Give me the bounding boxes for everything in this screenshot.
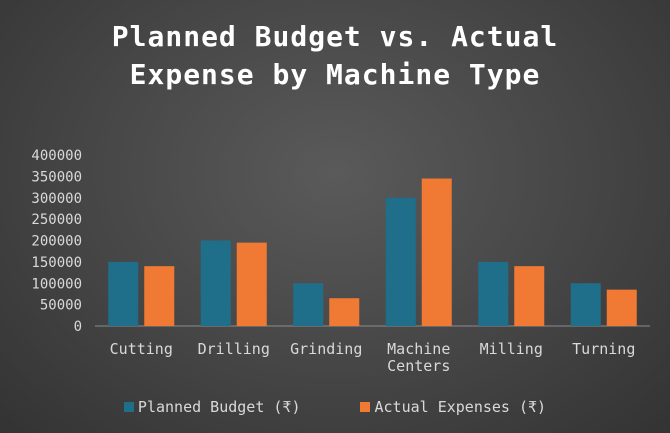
bar-actual [606, 289, 637, 326]
legend-swatch-planned [123, 402, 134, 412]
bar-planned [478, 261, 509, 326]
bar-actual [421, 178, 452, 326]
y-tick-label: 300000 [31, 191, 82, 207]
y-tick-label: 50000 [40, 298, 82, 314]
bar-planned [200, 240, 231, 326]
chart-title: Planned Budget vs. Actual Expense by Mac… [111, 20, 559, 91]
y-tick-label: 200000 [31, 234, 82, 250]
bar-actual [144, 266, 175, 326]
bar-actual [329, 298, 360, 326]
bar-planned [293, 283, 324, 326]
bar-actual [514, 266, 545, 326]
x-tick-label: Cutting [110, 340, 173, 358]
y-tick-label: 250000 [31, 212, 82, 228]
x-tick-label: Milling [480, 340, 543, 358]
x-tick-label: Machine Centers [387, 340, 450, 375]
bar-planned [108, 261, 139, 326]
y-tick-label: 150000 [31, 255, 82, 271]
bar-actual [236, 242, 267, 326]
legend-label-planned: Planned Budget (₹) [137, 398, 301, 416]
bar-planned [570, 283, 601, 326]
legend-item-planned: Planned Budget (₹) [123, 398, 301, 416]
x-tick-label: Grinding [290, 340, 362, 358]
y-tick-label: 0 [74, 319, 82, 335]
legend-label-actual: Actual Expenses (₹) [374, 398, 547, 416]
x-tick-label: Drilling [198, 340, 270, 358]
y-tick-label: 350000 [31, 169, 82, 185]
legend-item-actual: Actual Expenses (₹) [360, 398, 546, 416]
legend: Planned Budget (₹) Actual Expenses (₹) [0, 398, 670, 416]
legend-swatch-actual [360, 402, 371, 412]
bar-planned [385, 197, 416, 326]
y-tick-label: 100000 [31, 276, 82, 292]
x-tick-label: Turning [572, 340, 635, 358]
y-tick-label: 400000 [31, 148, 82, 164]
